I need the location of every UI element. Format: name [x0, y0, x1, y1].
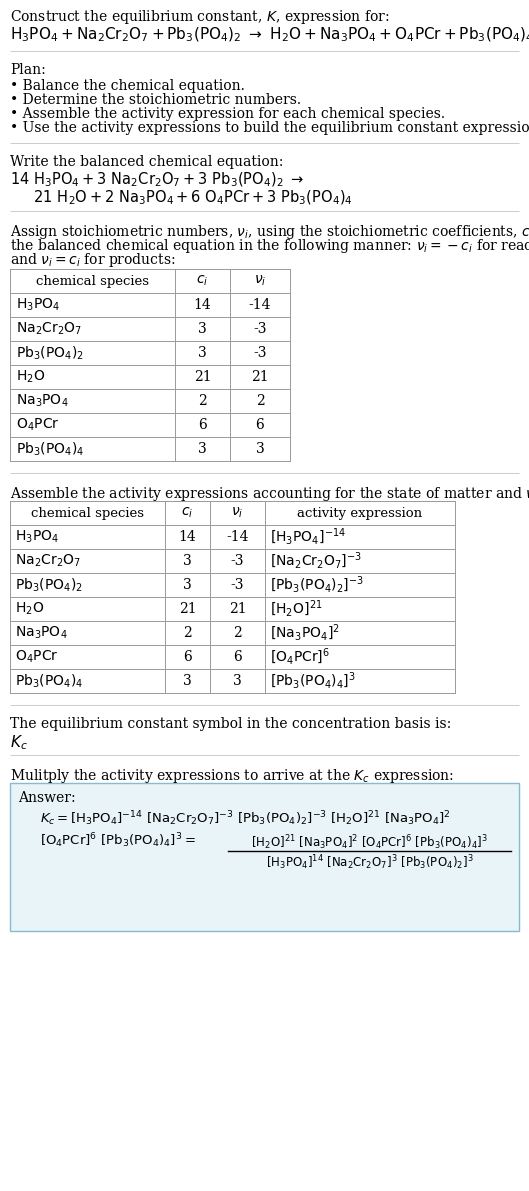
- Text: Mulitply the activity expressions to arrive at the $K_c$ expression:: Mulitply the activity expressions to arr…: [10, 767, 454, 785]
- Text: chemical species: chemical species: [31, 506, 144, 519]
- Text: $[\mathrm{H_3PO_4}]^{-14}$: $[\mathrm{H_3PO_4}]^{-14}$: [270, 526, 346, 547]
- Text: 2: 2: [198, 394, 207, 409]
- Text: 3: 3: [198, 442, 207, 456]
- Text: Write the balanced chemical equation:: Write the balanced chemical equation:: [10, 155, 284, 169]
- Text: $\mathrm{Pb_3(PO_4)_4}$: $\mathrm{Pb_3(PO_4)_4}$: [16, 441, 85, 457]
- Text: 2: 2: [256, 394, 264, 409]
- Text: $\mathrm{Pb_3(PO_4)_2}$: $\mathrm{Pb_3(PO_4)_2}$: [16, 344, 84, 362]
- Text: 21: 21: [251, 370, 269, 384]
- Text: Construct the equilibrium constant, $K$, expression for:: Construct the equilibrium constant, $K$,…: [10, 8, 390, 26]
- Text: 14: 14: [194, 298, 212, 312]
- Text: Plan:: Plan:: [10, 63, 45, 77]
- Text: $[\mathrm{Na_3PO_4}]^2$: $[\mathrm{Na_3PO_4}]^2$: [270, 623, 340, 643]
- Text: 3: 3: [233, 674, 242, 688]
- Text: 3: 3: [183, 554, 192, 568]
- Text: The equilibrium constant symbol in the concentration basis is:: The equilibrium constant symbol in the c…: [10, 717, 451, 731]
- Text: 3: 3: [256, 442, 264, 456]
- Text: 6: 6: [256, 418, 264, 432]
- Text: $\nu_i$: $\nu_i$: [231, 506, 244, 520]
- Text: $[\mathrm{H_2O}]^{21}\ [\mathrm{Na_3PO_4}]^2\ [\mathrm{O_4PCr}]^6\ [\mathrm{Pb_3: $[\mathrm{H_2O}]^{21}\ [\mathrm{Na_3PO_4…: [251, 833, 488, 852]
- Text: $K_c = [\mathrm{H_3PO_4}]^{-14}\ [\mathrm{Na_2Cr_2O_7}]^{-3}\ [\mathrm{Pb_3(PO_4: $K_c = [\mathrm{H_3PO_4}]^{-14}\ [\mathr…: [40, 809, 451, 828]
- Text: $c_i$: $c_i$: [196, 274, 208, 288]
- Text: $\mathrm{H_2O}$: $\mathrm{H_2O}$: [16, 369, 45, 385]
- Text: $\mathrm{Na_2Cr_2O_7}$: $\mathrm{Na_2Cr_2O_7}$: [16, 320, 82, 337]
- Text: $14\ \mathrm{H_3PO_4} + 3\ \mathrm{Na_2Cr_2O_7} + 3\ \mathrm{Pb_3(PO_4)_2}\ \rig: $14\ \mathrm{H_3PO_4} + 3\ \mathrm{Na_2C…: [10, 172, 304, 189]
- Text: 21: 21: [229, 601, 247, 616]
- Text: 21: 21: [179, 601, 196, 616]
- Text: $[\mathrm{Pb_3(PO_4)_4}]^3$: $[\mathrm{Pb_3(PO_4)_4}]^3$: [270, 671, 356, 691]
- Text: 3: 3: [198, 347, 207, 360]
- Text: 6: 6: [198, 418, 207, 432]
- Text: -3: -3: [231, 554, 244, 568]
- Text: 3: 3: [183, 578, 192, 592]
- Text: $[\mathrm{Na_2Cr_2O_7}]^{-3}$: $[\mathrm{Na_2Cr_2O_7}]^{-3}$: [270, 550, 362, 572]
- Text: • Balance the chemical equation.: • Balance the chemical equation.: [10, 79, 245, 93]
- Text: $[\mathrm{O_4PCr}]^6\ [\mathrm{Pb_3(PO_4)_4}]^3 = $: $[\mathrm{O_4PCr}]^6\ [\mathrm{Pb_3(PO_4…: [40, 831, 196, 849]
- Text: activity expression: activity expression: [297, 506, 423, 519]
- Text: $\ \ 21\ \mathrm{H_2O} + 2\ \mathrm{Na_3PO_4} + 6\ \mathrm{O_4PCr} + 3\ \mathrm{: $\ \ 21\ \mathrm{H_2O} + 2\ \mathrm{Na_3…: [24, 189, 353, 207]
- Text: chemical species: chemical species: [36, 274, 149, 287]
- Text: Assemble the activity expressions accounting for the state of matter and $\nu_i$: Assemble the activity expressions accoun…: [10, 485, 529, 503]
- Text: 2: 2: [183, 626, 192, 640]
- Text: $[\mathrm{H_3PO_4}]^{14}\ [\mathrm{Na_2Cr_2O_7}]^3\ [\mathrm{Pb_3(PO_4)_2}]^3$: $[\mathrm{H_3PO_4}]^{14}\ [\mathrm{Na_2C…: [266, 853, 473, 872]
- Text: $\mathrm{Na_3PO_4}$: $\mathrm{Na_3PO_4}$: [16, 393, 69, 410]
- Text: $\mathrm{Pb_3(PO_4)_2}$: $\mathrm{Pb_3(PO_4)_2}$: [15, 576, 83, 593]
- Text: 21: 21: [194, 370, 211, 384]
- Text: 3: 3: [183, 674, 192, 688]
- Text: $[\mathrm{Pb_3(PO_4)_2}]^{-3}$: $[\mathrm{Pb_3(PO_4)_2}]^{-3}$: [270, 575, 364, 596]
- Text: $\mathrm{H_3PO_4}$: $\mathrm{H_3PO_4}$: [15, 529, 59, 545]
- Text: 3: 3: [198, 322, 207, 336]
- Text: -3: -3: [253, 322, 267, 336]
- Text: • Assemble the activity expression for each chemical species.: • Assemble the activity expression for e…: [10, 107, 445, 121]
- Text: 2: 2: [233, 626, 242, 640]
- FancyBboxPatch shape: [10, 782, 519, 931]
- Text: $[\mathrm{O_4PCr}]^6$: $[\mathrm{O_4PCr}]^6$: [270, 647, 330, 667]
- Text: $\mathrm{H_2O}$: $\mathrm{H_2O}$: [15, 600, 44, 617]
- Text: $[\mathrm{H_2O}]^{21}$: $[\mathrm{H_2O}]^{21}$: [270, 599, 323, 619]
- Text: 6: 6: [233, 650, 242, 665]
- Text: the balanced chemical equation in the following manner: $\nu_i = -c_i$ for react: the balanced chemical equation in the fo…: [10, 237, 529, 255]
- Text: and $\nu_i = c_i$ for products:: and $\nu_i = c_i$ for products:: [10, 251, 176, 269]
- Text: $\mathrm{H_3PO_4 + Na_2Cr_2O_7 + Pb_3(PO_4)_2}$$\ \rightarrow\ $$\mathrm{H_2O + : $\mathrm{H_3PO_4 + Na_2Cr_2O_7 + Pb_3(PO…: [10, 26, 529, 44]
- Text: • Use the activity expressions to build the equilibrium constant expression.: • Use the activity expressions to build …: [10, 121, 529, 135]
- Text: -14: -14: [226, 530, 249, 544]
- Text: $\mathrm{Na_2Cr_2O_7}$: $\mathrm{Na_2Cr_2O_7}$: [15, 553, 81, 569]
- Text: -3: -3: [231, 578, 244, 592]
- Text: $\mathrm{O_4PCr}$: $\mathrm{O_4PCr}$: [15, 649, 58, 666]
- Text: $c_i$: $c_i$: [181, 506, 194, 520]
- Text: $\nu_i$: $\nu_i$: [254, 274, 266, 288]
- Text: $K_c$: $K_c$: [10, 732, 28, 752]
- Text: -14: -14: [249, 298, 271, 312]
- Text: -3: -3: [253, 347, 267, 360]
- Text: 6: 6: [183, 650, 192, 665]
- Text: Assign stoichiometric numbers, $\nu_i$, using the stoichiometric coefficients, $: Assign stoichiometric numbers, $\nu_i$, …: [10, 223, 529, 241]
- Text: • Determine the stoichiometric numbers.: • Determine the stoichiometric numbers.: [10, 93, 301, 107]
- Text: $\mathrm{Na_3PO_4}$: $\mathrm{Na_3PO_4}$: [15, 625, 68, 641]
- Text: $\mathrm{O_4PCr}$: $\mathrm{O_4PCr}$: [16, 417, 59, 434]
- Text: Answer:: Answer:: [18, 791, 76, 805]
- Text: $\mathrm{H_3PO_4}$: $\mathrm{H_3PO_4}$: [16, 297, 60, 313]
- Text: 14: 14: [179, 530, 196, 544]
- Text: $\mathrm{Pb_3(PO_4)_4}$: $\mathrm{Pb_3(PO_4)_4}$: [15, 672, 84, 690]
